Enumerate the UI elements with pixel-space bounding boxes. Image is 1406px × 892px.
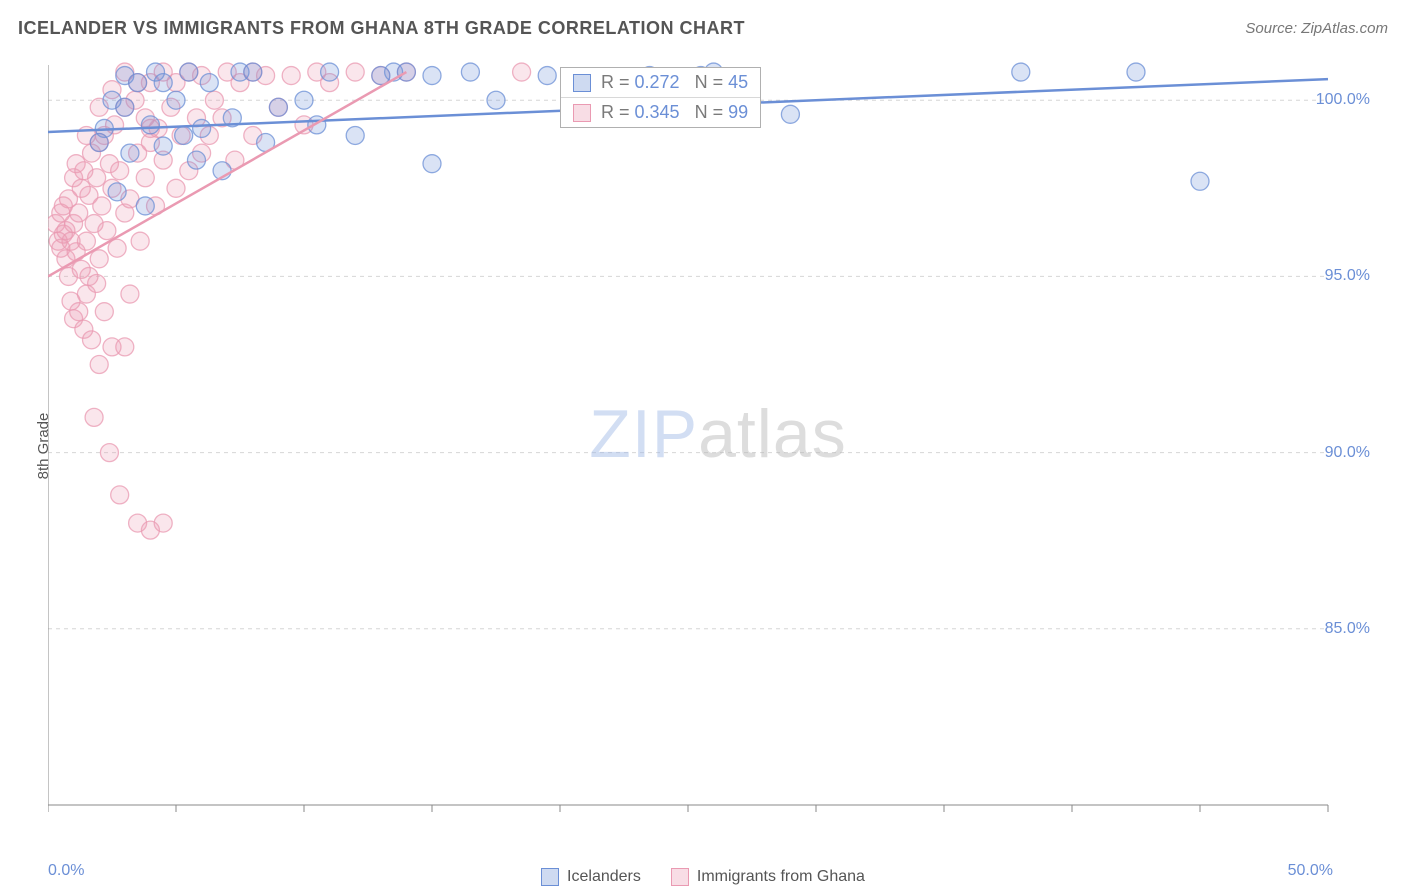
y-tick-label: 90.0% bbox=[1325, 444, 1370, 462]
source-prefix: Source: bbox=[1245, 20, 1301, 37]
scatter-plot-svg bbox=[48, 55, 1388, 845]
y-tick-label: 95.0% bbox=[1325, 267, 1370, 285]
correlation-stats-box: R = 0.272 N = 45 R = 0.345 N = 99 bbox=[560, 67, 761, 128]
legend: Icelanders Immigrants from Ghana bbox=[0, 868, 1406, 886]
legend-label-ghana: Immigrants from Ghana bbox=[697, 868, 865, 886]
chart-header: ICELANDER VS IMMIGRANTS FROM GHANA 8TH G… bbox=[18, 18, 1388, 39]
legend-item-ghana: Immigrants from Ghana bbox=[671, 868, 865, 886]
source-attribution: Source: ZipAtlas.com bbox=[1245, 20, 1388, 37]
stat-text: R = 0.345 N = 99 bbox=[601, 102, 748, 123]
legend-swatch-ghana bbox=[671, 868, 689, 886]
chart-title: ICELANDER VS IMMIGRANTS FROM GHANA 8TH G… bbox=[18, 18, 745, 39]
stat-swatch-ghana bbox=[573, 104, 591, 122]
stat-row-ghana: R = 0.345 N = 99 bbox=[561, 98, 760, 127]
source-name: ZipAtlas.com bbox=[1301, 20, 1388, 37]
y-tick-label: 100.0% bbox=[1316, 91, 1370, 109]
legend-label-icelanders: Icelanders bbox=[567, 868, 641, 886]
legend-swatch-icelanders bbox=[541, 868, 559, 886]
stat-swatch-icelanders bbox=[573, 74, 591, 92]
legend-item-icelanders: Icelanders bbox=[541, 868, 641, 886]
stat-row-icelanders: R = 0.272 N = 45 bbox=[561, 68, 760, 98]
y-tick-label: 85.0% bbox=[1325, 620, 1370, 638]
plot-area: ZIPatlas R = 0.272 N = 45R = 0.345 N = 9… bbox=[48, 55, 1388, 845]
stat-text: R = 0.272 N = 45 bbox=[601, 72, 748, 93]
